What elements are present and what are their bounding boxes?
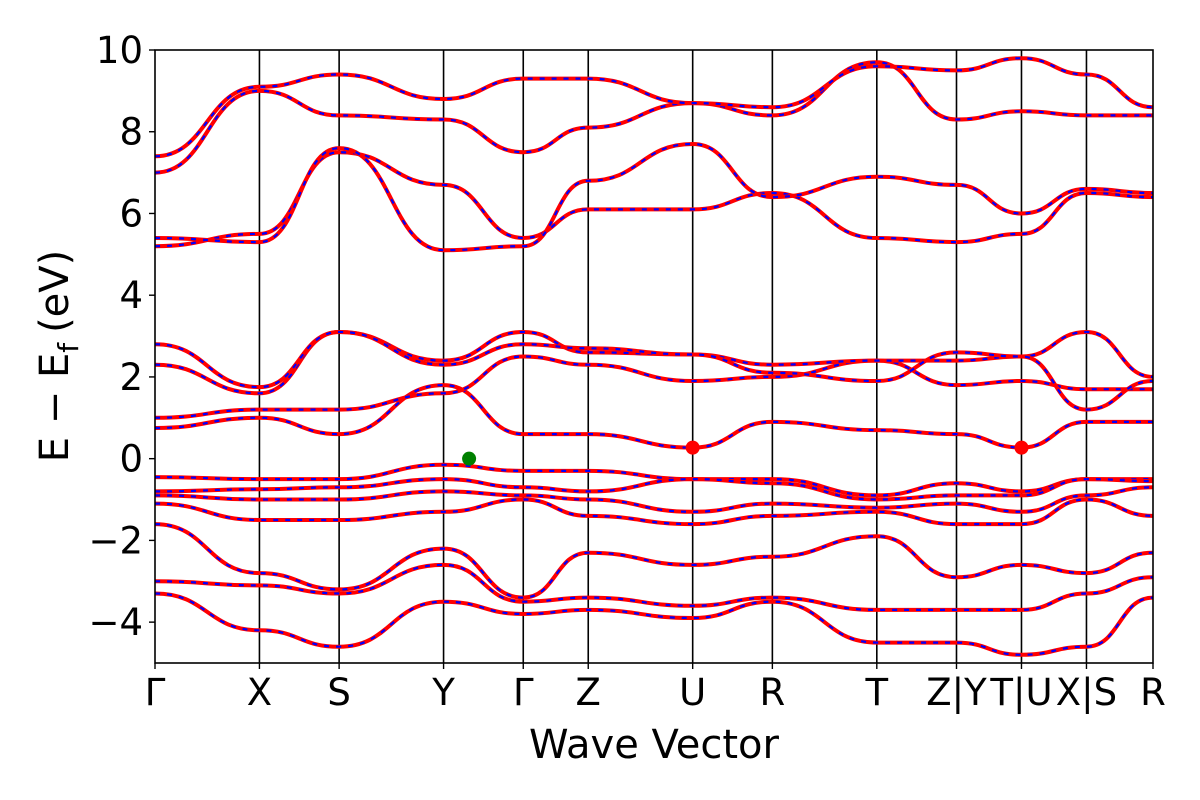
- x-tick-label: X: [247, 671, 272, 714]
- x-tick-label: T|U: [989, 671, 1052, 714]
- x-tick-label: Γ: [145, 671, 166, 714]
- bands: [155, 56, 1153, 657]
- band-overlay-v1: [155, 463, 1153, 497]
- band-extremum-marker: [685, 440, 700, 455]
- x-tick-label: Z: [576, 671, 601, 714]
- y-axis-label-unit: (eV): [32, 250, 78, 333]
- x-axis-label: Wave Vector: [529, 722, 780, 768]
- band-overlay-c4: [155, 330, 1153, 411]
- y-axis-label-main: E − E: [32, 353, 78, 463]
- x-tick-label: R: [760, 671, 786, 714]
- x-tick-label: U: [679, 671, 706, 714]
- x-tick-label: Z|Y: [926, 671, 987, 714]
- y-tick-label: 6: [119, 192, 143, 235]
- band-overlay-c5: [155, 151, 1153, 248]
- y-tick-label: 10: [96, 29, 143, 72]
- y-tick-label: −4: [88, 601, 143, 644]
- y-tick-label: 2: [119, 356, 143, 399]
- y-tick-label: 8: [119, 111, 143, 154]
- x-tick-label: Γ: [513, 671, 534, 714]
- band-extremum-marker: [1014, 440, 1029, 455]
- band-overlay-v7: [155, 592, 1153, 656]
- band-overlay-v6: [155, 563, 1153, 612]
- y-axis-label-sub: f: [52, 342, 85, 353]
- band-overlay-c8: [155, 57, 1153, 158]
- plot-frame: [154, 49, 1154, 664]
- x-tick-label: S: [327, 671, 351, 714]
- band-overlay-v2: [155, 477, 1153, 501]
- band-line-v5: [155, 522, 1153, 600]
- x-tick-label: Y: [431, 671, 455, 714]
- band-overlay-v3: [155, 486, 1153, 513]
- x-tick-label: R: [1140, 671, 1166, 714]
- x-tick-label: X|S: [1056, 671, 1117, 714]
- x-ticks: Γ X S Y Γ Z U R T Z|Y T|U X|S R: [145, 663, 1166, 714]
- y-tick-label: −2: [88, 519, 143, 562]
- band-overlay-c1: [155, 383, 1153, 449]
- band-line-c6: [155, 141, 1153, 253]
- y-ticks: −4 −2 0 2 4 6 8 10: [88, 29, 155, 644]
- band-extremum-marker: [462, 451, 477, 466]
- markers: [462, 440, 1029, 466]
- y-axis-label: E − Ef (eV): [32, 250, 85, 463]
- y-tick-label: 0: [119, 438, 143, 481]
- band-overlay-c2: [155, 355, 1153, 419]
- x-tick-label: T: [865, 671, 889, 714]
- band-overlay-c7: [155, 61, 1153, 174]
- y-tick-label: 4: [119, 274, 143, 317]
- band-overlay-v4: [155, 498, 1153, 526]
